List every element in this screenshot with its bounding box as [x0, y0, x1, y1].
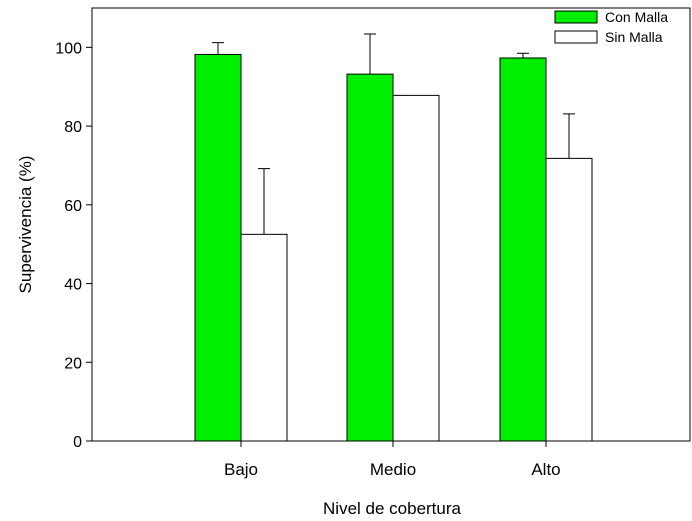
y-ticks-layer: 0 20 40 60 80 100: [55, 40, 92, 451]
y-tick-label: 0: [73, 434, 82, 451]
bars-layer: [194, 53, 593, 442]
bar-con-malla-bajo: [194, 53, 242, 442]
y-tick-label: 40: [64, 277, 82, 294]
axes-layer: [91, 7, 691, 442]
y-tick-label: 60: [64, 198, 82, 215]
error-bars-layer: [212, 33, 575, 235]
x-tick-label: Alto: [531, 460, 560, 479]
x-tick-label: Bajo: [224, 460, 258, 479]
x-axis-title: Nivel de cobertura: [323, 499, 462, 518]
x-ticks-layer: Bajo Medio Alto: [224, 441, 561, 479]
legend-swatch-con-malla: [554, 10, 598, 24]
bar-sin-malla-bajo: [240, 233, 288, 442]
y-tick-label: 80: [64, 119, 82, 136]
legend-swatch-sin-malla: [554, 30, 598, 44]
legend-label-con-malla: Con Malla: [605, 9, 668, 25]
legend: Con Malla Sin Malla: [554, 9, 668, 45]
bar-sin-malla-alto: [545, 157, 593, 442]
y-tick-label: 100: [55, 40, 82, 57]
bar-con-malla-medio: [346, 73, 394, 442]
y-tick-label: 20: [64, 355, 82, 372]
x-tick-label: Medio: [370, 460, 416, 479]
bar-sin-malla-medio: [392, 94, 440, 442]
bar-con-malla-alto: [499, 57, 547, 442]
y-axis-title: Supervivencia (%): [16, 156, 35, 294]
legend-label-sin-malla: Sin Malla: [605, 29, 663, 45]
plot-frame: [91, 7, 691, 442]
